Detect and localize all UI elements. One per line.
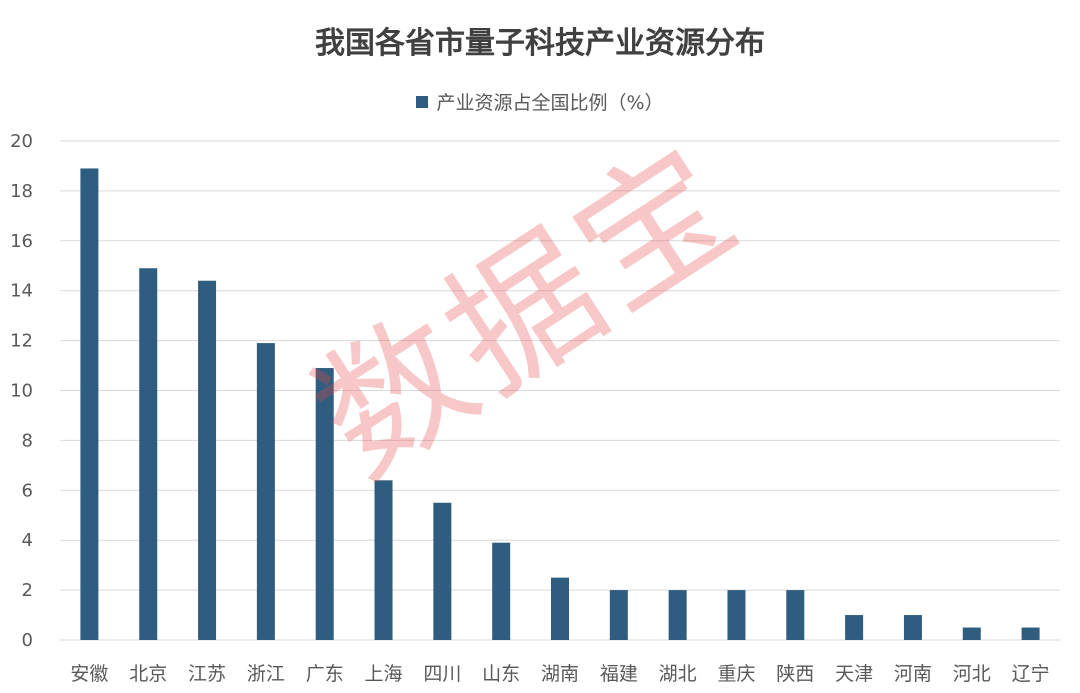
x-tick-label: 江苏 <box>188 663 226 685</box>
bar <box>492 542 511 640</box>
y-tick-label: 20 <box>10 131 33 152</box>
bar <box>198 280 217 640</box>
x-tick-label: 重庆 <box>717 663 755 685</box>
bar <box>845 615 864 640</box>
x-tick-label: 湖南 <box>541 663 579 685</box>
y-tick-label: 2 <box>22 580 33 601</box>
x-tick-label: 河南 <box>894 663 932 685</box>
bar <box>256 343 275 640</box>
bar <box>903 615 922 640</box>
bar <box>786 590 805 640</box>
bar <box>374 480 393 640</box>
x-tick-label: 陕西 <box>776 663 814 685</box>
bar <box>1021 627 1040 640</box>
y-tick-label: 18 <box>10 181 33 202</box>
y-tick-label: 16 <box>10 231 33 252</box>
x-tick-label: 四川 <box>423 663 461 685</box>
legend: 产业资源占全国比例（%） <box>0 88 1080 115</box>
y-tick-label: 14 <box>10 281 33 302</box>
legend-label: 产业资源占全国比例（%） <box>436 92 664 114</box>
bar <box>80 168 99 640</box>
bar <box>727 590 746 640</box>
y-tick-label: 12 <box>10 331 33 352</box>
bar <box>551 577 569 640</box>
legend-swatch <box>416 95 429 108</box>
x-tick-label: 天津 <box>835 663 873 685</box>
x-tick-label: 浙江 <box>247 663 285 685</box>
bar <box>668 590 687 640</box>
y-tick-label: 4 <box>22 530 33 551</box>
x-tick-label: 山东 <box>482 663 520 685</box>
x-tick-label: 上海 <box>365 663 403 685</box>
x-tick-label: 北京 <box>129 663 167 685</box>
bar <box>962 627 981 640</box>
x-tick-label: 福建 <box>600 663 638 685</box>
bar <box>315 368 334 640</box>
y-tick-label: 8 <box>22 430 33 451</box>
x-tick-label: 河北 <box>953 663 991 685</box>
x-tick-label: 湖北 <box>659 663 697 685</box>
bar <box>139 268 158 640</box>
x-tick-label: 安徽 <box>70 663 108 685</box>
bar <box>609 590 628 640</box>
y-tick-label: 0 <box>22 630 33 651</box>
y-tick-label: 10 <box>10 381 33 402</box>
x-tick-label: 广东 <box>306 663 344 685</box>
bar <box>433 502 452 640</box>
x-tick-label: 辽宁 <box>1012 663 1050 685</box>
chart-title: 我国各省市量子科技产业资源分布 <box>315 26 765 61</box>
y-tick-label: 6 <box>22 480 33 501</box>
